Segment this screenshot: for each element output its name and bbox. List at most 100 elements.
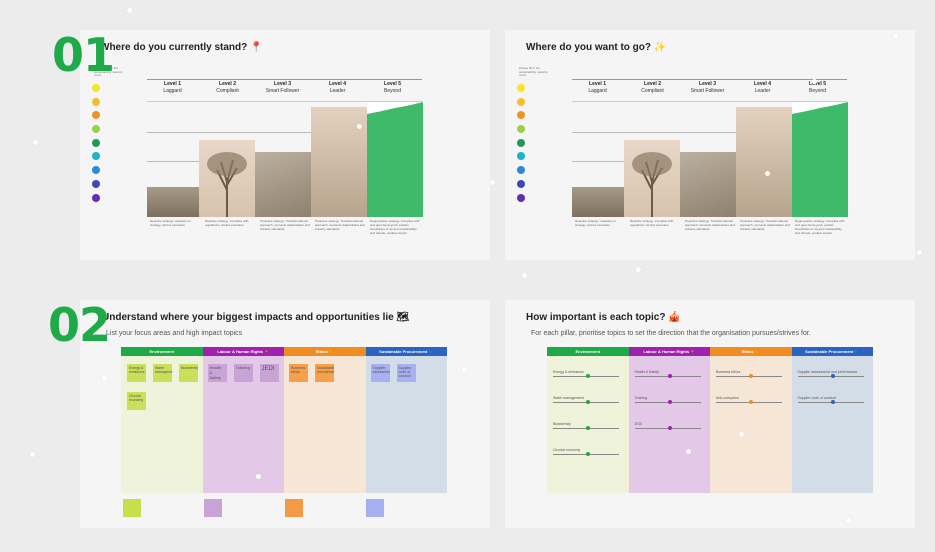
sticky-note-swatch[interactable] xyxy=(285,499,303,517)
level-5-area xyxy=(367,102,423,217)
level-dot[interactable] xyxy=(517,152,525,161)
level-dot[interactable] xyxy=(92,179,100,188)
level-4-photo xyxy=(736,107,792,217)
level-dot[interactable] xyxy=(517,138,525,147)
priority-slider[interactable]: Health & Safety xyxy=(634,370,701,378)
level-1: Level 1 Laggard xyxy=(163,81,182,94)
note-text: Please fill in the sustainability maturi… xyxy=(519,66,548,78)
level-legend-dots xyxy=(517,84,525,207)
sticky-note[interactable]: Circular economy xyxy=(127,392,146,410)
level-dot[interactable] xyxy=(517,97,525,106)
snow-particle xyxy=(33,140,38,145)
snow-particle xyxy=(812,79,817,84)
level-1: Level 1 Laggard xyxy=(588,81,607,94)
sticky-note[interactable]: Water management xyxy=(153,364,172,382)
level-dot[interactable] xyxy=(517,193,525,202)
priority-slider[interactable]: Circular economy xyxy=(553,448,619,456)
level-dot[interactable] xyxy=(92,97,100,106)
snow-particle xyxy=(256,474,261,479)
column-environment: Environment Energy & emissions Water man… xyxy=(121,347,203,493)
sticky-note[interactable]: Energy & emissions xyxy=(127,364,146,382)
level-3-photo xyxy=(255,152,311,217)
sticky-note[interactable]: Health & Safety xyxy=(207,364,227,382)
sticky-note[interactable]: Training xyxy=(233,364,253,382)
level-1-photo xyxy=(572,187,628,217)
sticky-note[interactable]: Sustainable procurement xyxy=(315,364,334,382)
panel-impacts-opportunities: Understand where your biggest impacts an… xyxy=(80,300,490,528)
priority-slider[interactable]: Water management xyxy=(553,396,619,404)
maturity-staircase xyxy=(147,102,423,217)
snow-particle xyxy=(127,8,132,13)
panel-title: Where do you currently stand? 📍 xyxy=(100,42,263,53)
column-header: Sustainable Procurement 🔵 xyxy=(365,347,447,356)
snow-particle xyxy=(522,273,527,278)
column-header: Environment xyxy=(121,347,203,356)
level-dot[interactable] xyxy=(517,179,525,188)
priority-slider[interactable]: Energy & emissions xyxy=(553,370,619,378)
priority-slider[interactable]: Biodiversity xyxy=(553,422,619,430)
snow-particle xyxy=(893,33,898,38)
level-3-description: Proactive strategy. Transformational app… xyxy=(685,219,735,231)
column-header: Ethics 🔶 xyxy=(710,347,792,356)
level-dot[interactable] xyxy=(517,166,525,175)
level-dot[interactable] xyxy=(92,111,100,120)
level-2-photo xyxy=(199,140,255,217)
sticky-note[interactable]: Supplier code of conduct xyxy=(396,364,416,382)
panel-topic-importance: How important is each topic? 🎪 For each … xyxy=(505,300,915,528)
focus-board: Environment Energy & emissions Water man… xyxy=(121,347,447,493)
level-3: Level 3 Smart Follower xyxy=(265,81,300,94)
level-4-description: Proactive strategy. Transformational app… xyxy=(740,219,790,231)
level-dot[interactable] xyxy=(92,125,100,134)
level-dot[interactable] xyxy=(92,84,100,92)
snow-particle xyxy=(30,452,35,457)
sticky-note[interactable]: Biodiversity xyxy=(179,364,198,382)
level-legend-dots xyxy=(92,84,100,207)
divider xyxy=(572,79,847,80)
sticky-note-swatch[interactable] xyxy=(123,499,141,517)
level-3-description: Proactive strategy. Transformational app… xyxy=(260,219,310,231)
column-header: Labour & Human Rights 🏃 xyxy=(628,347,710,356)
priority-slider[interactable]: Training xyxy=(634,396,701,404)
level-dot[interactable] xyxy=(92,138,100,147)
level-5-description: Regenerative strategy. Complies with and… xyxy=(370,219,420,235)
maturity-staircase xyxy=(572,102,848,217)
level-dot[interactable] xyxy=(517,111,525,120)
column-ethics: Ethics 🔶 Business ethics Sustainable pro… xyxy=(284,347,366,493)
level-dot[interactable] xyxy=(517,84,525,92)
level-1-description: Reactive strategy. Unaware on strategy, … xyxy=(150,219,191,227)
snow-particle xyxy=(917,250,922,255)
level-dot[interactable] xyxy=(92,152,100,161)
panel-subtitle: For each pillar, prioritise topics to se… xyxy=(531,330,811,337)
level-dot[interactable] xyxy=(92,193,100,202)
priority-slider[interactable]: Supplier code of conduct xyxy=(797,396,864,404)
priority-slider[interactable]: Supplier assessment and performance xyxy=(797,370,864,378)
snow-particle xyxy=(357,124,362,129)
panel-want-to-go: Where do you want to go? ✨ Please fill i… xyxy=(505,30,915,260)
level-1-photo xyxy=(147,187,203,217)
level-1-description: Reactive strategy. Unaware on strategy, … xyxy=(575,219,616,227)
panel-title: Understand where your biggest impacts an… xyxy=(102,312,410,323)
sticky-note-swatch[interactable] xyxy=(204,499,222,517)
priority-board: Environment Energy & emissions Water man… xyxy=(547,347,873,493)
level-dot[interactable] xyxy=(517,125,525,134)
sticky-note[interactable]: Supplier assessment xyxy=(370,364,390,382)
panel-title: Where do you want to go? ✨ xyxy=(526,42,667,53)
sticky-note[interactable]: JEDI xyxy=(259,364,279,382)
column-header: Ethics 🔶 xyxy=(284,347,366,356)
panel-current-stand: Where do you currently stand? 📍 Please f… xyxy=(80,30,490,260)
sticky-note[interactable]: Business ethics xyxy=(289,364,308,382)
level-3: Level 3 Smart Follower xyxy=(690,81,725,94)
column-environment: Environment Energy & emissions Water man… xyxy=(547,347,629,493)
level-dot[interactable] xyxy=(92,166,100,175)
column-header: Labour & Human Rights 🏃 xyxy=(202,347,284,356)
snow-particle xyxy=(636,267,641,272)
column-labour: Labour & Human Rights 🏃 Health & Safety … xyxy=(628,347,710,493)
snow-particle xyxy=(765,171,770,176)
snow-particle xyxy=(490,180,495,185)
priority-slider[interactable]: Anti-corruption xyxy=(716,396,782,404)
priority-slider[interactable]: Business ethics xyxy=(716,370,782,378)
sticky-note-swatch[interactable] xyxy=(366,499,384,517)
priority-slider[interactable]: JEDI xyxy=(634,422,701,430)
level-2-photo xyxy=(624,140,680,217)
